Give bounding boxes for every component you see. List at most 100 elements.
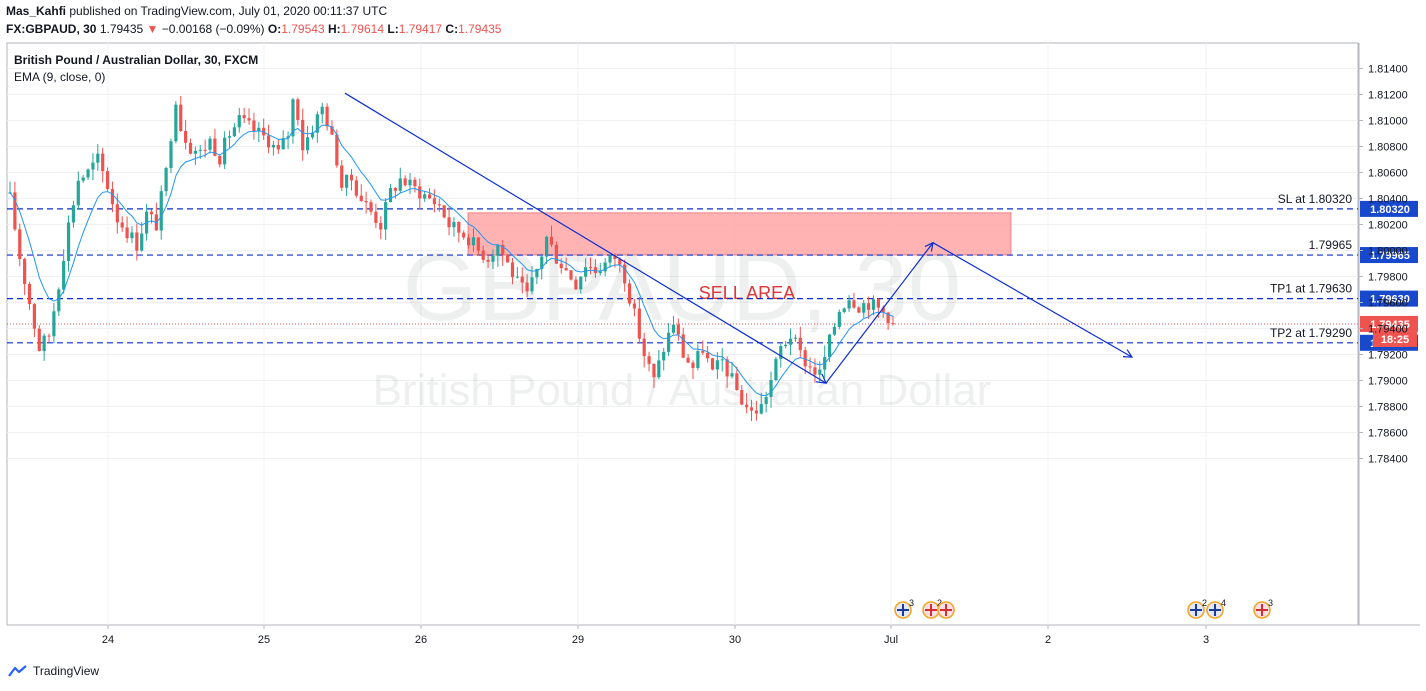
ema-line bbox=[9, 124, 894, 397]
candle-body bbox=[457, 221, 461, 233]
candle-body bbox=[276, 144, 280, 150]
candle-body bbox=[749, 407, 754, 411]
open-value: 1.79543 bbox=[281, 22, 325, 36]
y-tick-label: 1.80400 bbox=[1368, 194, 1408, 206]
y-tick-label: 1.78400 bbox=[1368, 454, 1408, 466]
candle-body bbox=[671, 324, 676, 333]
candle-body bbox=[81, 177, 85, 181]
candle-body bbox=[754, 410, 759, 414]
candle-body bbox=[564, 268, 568, 271]
candle-body bbox=[281, 138, 285, 150]
candle-body bbox=[506, 254, 510, 263]
event-count: 4 bbox=[1221, 598, 1226, 608]
arrowhead-up-icon bbox=[924, 241, 934, 252]
level-lines[interactable]: SL at 1.80320 1.80320 1.79965 1.79965 TP1 at… bbox=[7, 192, 1418, 351]
indicator-label[interactable]: EMA (9, close, 0) bbox=[14, 70, 106, 84]
low-label: L: bbox=[387, 22, 399, 36]
candle-body bbox=[549, 236, 554, 245]
candle-body bbox=[442, 205, 446, 218]
candle-body bbox=[213, 138, 217, 156]
candle-body bbox=[379, 222, 383, 230]
sell-area-label: SELL AREA bbox=[699, 283, 795, 303]
candle-body bbox=[774, 358, 778, 380]
candle-body bbox=[793, 337, 798, 339]
candle-body bbox=[413, 179, 417, 187]
trend-line bbox=[344, 92, 827, 384]
candle-body bbox=[847, 300, 851, 309]
close-label: C: bbox=[445, 22, 459, 36]
candle-body bbox=[359, 195, 363, 201]
candle-body bbox=[535, 268, 539, 278]
x-tick-label: 25 bbox=[258, 634, 270, 646]
candle-body bbox=[27, 283, 32, 305]
countdown-tag bbox=[1373, 331, 1417, 347]
drawings[interactable] bbox=[344, 92, 1134, 384]
y-tick-label: 1.81200 bbox=[1368, 90, 1408, 102]
candle-body bbox=[57, 289, 61, 312]
publish-info: Mas_Kahfi published on TradingView.com, … bbox=[6, 4, 387, 18]
economic-events[interactable]: 3 2 2 4 3 bbox=[894, 598, 1273, 619]
candle-body bbox=[374, 211, 378, 223]
candle-body bbox=[525, 282, 529, 292]
level-price-tag bbox=[1360, 290, 1418, 307]
candle-body bbox=[218, 155, 222, 165]
candle-body bbox=[296, 99, 300, 120]
price-axis[interactable]: 1.78400 1.78600 1.78800 1.79000 1.79200 1.794… bbox=[1359, 64, 1408, 466]
candle-body bbox=[642, 338, 646, 357]
candle-body bbox=[398, 178, 402, 191]
candle-body bbox=[779, 346, 783, 359]
y-tick-label: 1.79600 bbox=[1368, 298, 1408, 310]
arrowhead-down-icon bbox=[1122, 349, 1134, 358]
candles bbox=[8, 96, 895, 422]
x-tick-label: 30 bbox=[729, 634, 741, 646]
countdown-text: 18:25 bbox=[1381, 334, 1409, 346]
candle-body bbox=[515, 276, 519, 278]
candle-body bbox=[135, 232, 139, 251]
candle-body bbox=[647, 356, 651, 364]
candle-body bbox=[696, 351, 700, 368]
candle-body bbox=[227, 136, 232, 138]
candle-body bbox=[886, 312, 890, 324]
candle-body bbox=[462, 232, 466, 238]
candle-body bbox=[715, 360, 719, 370]
candle-body bbox=[203, 149, 207, 151]
author-name[interactable]: Mas_Kahfi bbox=[6, 4, 67, 18]
candle-body bbox=[52, 311, 56, 337]
candle-body bbox=[496, 244, 500, 256]
candle-body bbox=[315, 114, 319, 133]
candle-body bbox=[76, 180, 80, 206]
y-tick-label: 1.80200 bbox=[1368, 220, 1408, 232]
candle-body bbox=[432, 198, 437, 205]
time-axis[interactable]: 24 25 26 29 30 Jul 2 3 bbox=[102, 625, 1209, 646]
candle-body bbox=[486, 259, 490, 262]
candle-body bbox=[198, 149, 202, 151]
level-price-tag bbox=[1360, 200, 1418, 217]
candle-body bbox=[623, 264, 627, 284]
last-price: 1.79435 bbox=[99, 22, 144, 36]
candle-body bbox=[164, 167, 168, 192]
tradingview-brand[interactable]: TradingView bbox=[8, 664, 99, 678]
candle-body bbox=[745, 404, 749, 408]
candle-body bbox=[559, 263, 563, 269]
candle-body bbox=[491, 255, 495, 262]
y-tick-label: 1.79400 bbox=[1368, 324, 1408, 336]
candle-body bbox=[676, 324, 680, 335]
x-tick-label: 2 bbox=[1045, 634, 1051, 646]
candle-body bbox=[481, 250, 485, 260]
level-price-tag-text: 1.79965 bbox=[1370, 250, 1410, 262]
candle-body bbox=[310, 132, 315, 138]
watermark-name: British Pound / Australian Dollar bbox=[373, 366, 992, 415]
y-tick-label: 1.80000 bbox=[1368, 246, 1408, 258]
candle-body bbox=[627, 283, 632, 304]
candle-body bbox=[666, 332, 671, 352]
published-text: published on TradingView.com, July 01, 2… bbox=[69, 4, 388, 18]
level-label: TP1 at 1.79630 bbox=[1270, 282, 1352, 296]
candle-body bbox=[471, 237, 476, 246]
candle-body bbox=[706, 352, 710, 359]
candle-body bbox=[447, 217, 451, 228]
candle-body bbox=[125, 227, 129, 239]
candle-body bbox=[798, 337, 802, 351]
y-tick-label: 1.79000 bbox=[1368, 376, 1408, 388]
candle-body bbox=[881, 307, 885, 313]
